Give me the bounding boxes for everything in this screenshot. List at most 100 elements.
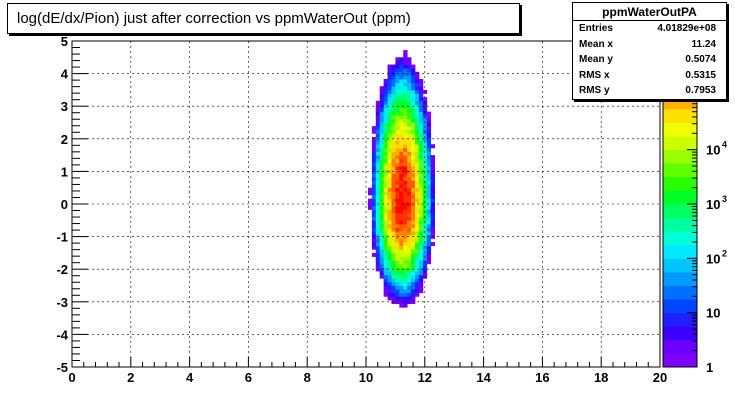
heatmap-cell (379, 227, 385, 232)
heatmap-cell (426, 155, 432, 160)
heatmap-cell (391, 231, 396, 236)
heatmap-cell (407, 126, 412, 131)
heatmap-cell (403, 155, 408, 160)
heatmap-cell (383, 108, 388, 113)
heatmap-cell (407, 155, 412, 160)
palette-segment (663, 312, 697, 327)
heatmap-cell (399, 216, 404, 221)
heatmap-cell (407, 289, 412, 294)
heatmap-cell (371, 223, 377, 228)
palette-segment (663, 204, 697, 218)
heatmap-cell (418, 234, 424, 239)
heatmap-cell (383, 245, 388, 250)
heatmap-cell (411, 260, 416, 265)
heatmap-cell (415, 285, 420, 290)
heatmap-cell (399, 158, 404, 163)
heatmap-cell (383, 271, 388, 276)
heatmap-cell (399, 82, 404, 87)
heatmap-cell (403, 136, 408, 142)
heatmap-cell (391, 216, 396, 221)
heatmap-cell (411, 100, 416, 105)
heatmap-cell (395, 122, 400, 127)
heatmap-cell (430, 209, 435, 214)
heatmap-cell (395, 100, 400, 105)
heatmap-cell (383, 191, 388, 196)
heatmap-cell (371, 198, 377, 203)
heatmap-cell (418, 97, 424, 102)
heatmap-cell (407, 140, 412, 145)
heatmap-cell (375, 151, 381, 156)
heatmap-cell (403, 289, 408, 294)
stats-value: 11.24 (691, 38, 716, 50)
heatmap-cell (411, 129, 416, 134)
heatmap-cell (426, 231, 432, 236)
heatmap-cell (371, 187, 377, 192)
heatmap-cell (411, 176, 416, 181)
heatmap-cell (399, 169, 404, 174)
heatmap-cell (422, 108, 428, 113)
heatmap-cell (399, 104, 404, 109)
heatmap-cell (407, 296, 412, 301)
heatmap-cell (422, 267, 428, 272)
heatmap-cell (395, 223, 400, 228)
heatmap-cell (422, 158, 428, 163)
heatmap-cell (411, 180, 416, 185)
heatmap-cell (391, 198, 396, 203)
heatmap-cell (415, 184, 420, 189)
heatmap-cell (426, 144, 432, 149)
heatmap-cell (375, 158, 381, 163)
heatmap-cell (375, 227, 381, 232)
heatmap-cell (371, 245, 377, 250)
heatmap-cell (383, 180, 388, 185)
heatmap-cell (391, 252, 396, 257)
heatmap-cell (395, 296, 400, 301)
heatmap-cell (422, 202, 428, 207)
heatmap-cell (391, 82, 396, 87)
palette-segment (663, 122, 697, 137)
heatmap-cell (422, 187, 428, 192)
heatmap-cell (418, 169, 424, 174)
heatmap-cell (399, 245, 404, 250)
heatmap-cell (391, 274, 396, 279)
heatmap-cell (383, 281, 388, 286)
heatmap-cell (391, 122, 396, 127)
heatmap-cell (411, 79, 416, 84)
heatmap-cell (422, 227, 428, 232)
heatmap-cell (387, 75, 392, 80)
heatmap-cell (418, 104, 424, 109)
heatmap-cell (383, 285, 388, 290)
heatmap-cell (399, 303, 404, 308)
heatmap-cell (418, 249, 424, 254)
heatmap-cell (407, 169, 412, 174)
heatmap-cell (375, 256, 381, 261)
heatmap-cell (403, 303, 408, 308)
palette-segment (663, 244, 697, 259)
heatmap-cell (418, 151, 424, 156)
heatmap-cell (411, 213, 416, 218)
heatmap-cell (415, 180, 420, 185)
heatmap-cell (399, 252, 404, 257)
heatmap-cell (415, 140, 420, 145)
heatmap-cell (422, 216, 428, 221)
heatmap-cell (391, 209, 396, 214)
heatmap-cell (403, 75, 408, 80)
heatmap-cell (415, 263, 420, 268)
heatmap-cell (395, 180, 400, 185)
heatmap-cell (403, 285, 408, 290)
heatmap-cell (426, 191, 432, 196)
heatmap-cell (383, 205, 388, 210)
heatmap-cell (422, 147, 428, 152)
heatmap-cell (407, 227, 412, 232)
heatmap-cell (403, 184, 408, 189)
heatmap-cell (415, 256, 420, 261)
heatmap-cell (418, 260, 424, 265)
heatmap-cell (411, 126, 416, 131)
heatmap-cell (403, 281, 408, 286)
heatmap-cell (407, 285, 412, 290)
heatmap-cell (415, 173, 420, 178)
heatmap-cell (418, 173, 424, 178)
heatmap-cell (387, 249, 392, 254)
heatmap-cell (375, 129, 381, 134)
heatmap-cell (403, 245, 408, 250)
heatmap-cell (383, 133, 388, 138)
